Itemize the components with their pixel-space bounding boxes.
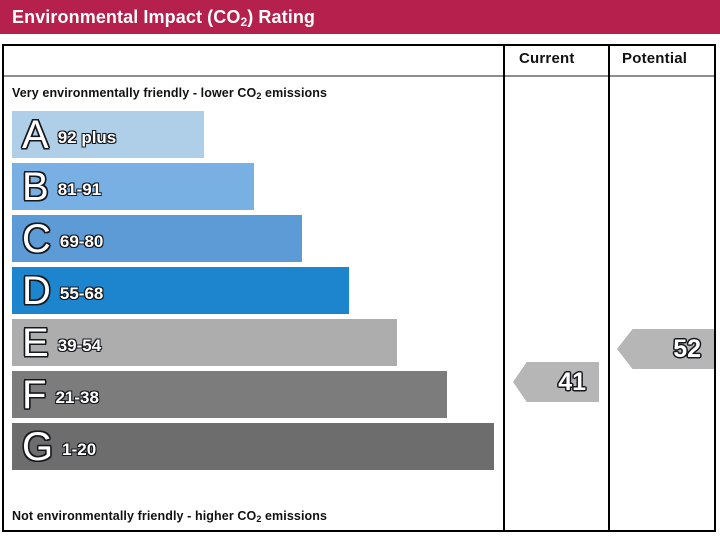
top-note-prefix: Very environmentally friendly - lower CO [12,86,257,100]
band-range: 39-54 [57,335,102,355]
rating-band-b: B 81-91 [12,163,254,210]
current-rating-marker: 41 [513,362,599,402]
column-header-divider [4,75,714,77]
band-letter: F [22,372,47,417]
top-note: Very environmentally friendly - lower CO… [12,86,328,101]
band-letter: C [22,216,51,261]
current-rating-value: 41 [558,367,586,396]
rating-band-g: G 1-20 [12,423,494,470]
band-range: 69-80 [59,231,104,251]
potential-rating-marker: 52 [617,329,714,369]
page-title-suffix: ) Rating [247,6,316,27]
bottom-note-suffix: emissions [261,509,328,523]
band-letter: D [22,268,51,313]
band-letter: B [22,164,49,209]
current-column-divider [503,46,505,530]
bands-area: Very environmentally friendly - lower CO… [4,77,503,530]
page-title-prefix: Environmental Impact (CO [12,6,241,27]
column-header-potential: Potential [622,50,688,67]
rating-band-c: C 69-80 [12,215,302,262]
band-range: 81-91 [57,179,102,199]
rating-band-a: A 92 plus [12,111,204,158]
chart-header-bar: Environmental Impact (CO2) Rating [0,0,720,34]
bottom-note: Not environmentally friendly - higher CO… [12,509,328,524]
potential-rating-value: 52 [673,334,701,363]
potential-column-divider [608,46,610,530]
page-title-subscript: 2 [240,14,248,29]
rating-table: Current Potential Very environmentally f… [2,44,716,532]
page-title: Environmental Impact (CO2) Rating [0,6,316,29]
bottom-note-subscript: 2 [256,514,262,524]
band-range: 1-20 [62,439,97,459]
top-note-subscript: 2 [256,91,262,101]
band-range: 92 plus [57,127,117,147]
band-letter: G [22,424,54,469]
band-range: 21-38 [55,387,99,407]
column-header-current: Current [519,50,575,67]
band-letter: E [22,320,49,365]
rating-band-f: F 21-38 [12,371,447,418]
bottom-note-prefix: Not environmentally friendly - higher CO [12,509,257,523]
band-range: 55-68 [59,283,104,303]
top-note-suffix: emissions [261,86,328,100]
band-letter: A [22,112,49,157]
rating-band-e: E 39-54 [12,319,397,366]
rating-band-d: D 55-68 [12,267,349,314]
